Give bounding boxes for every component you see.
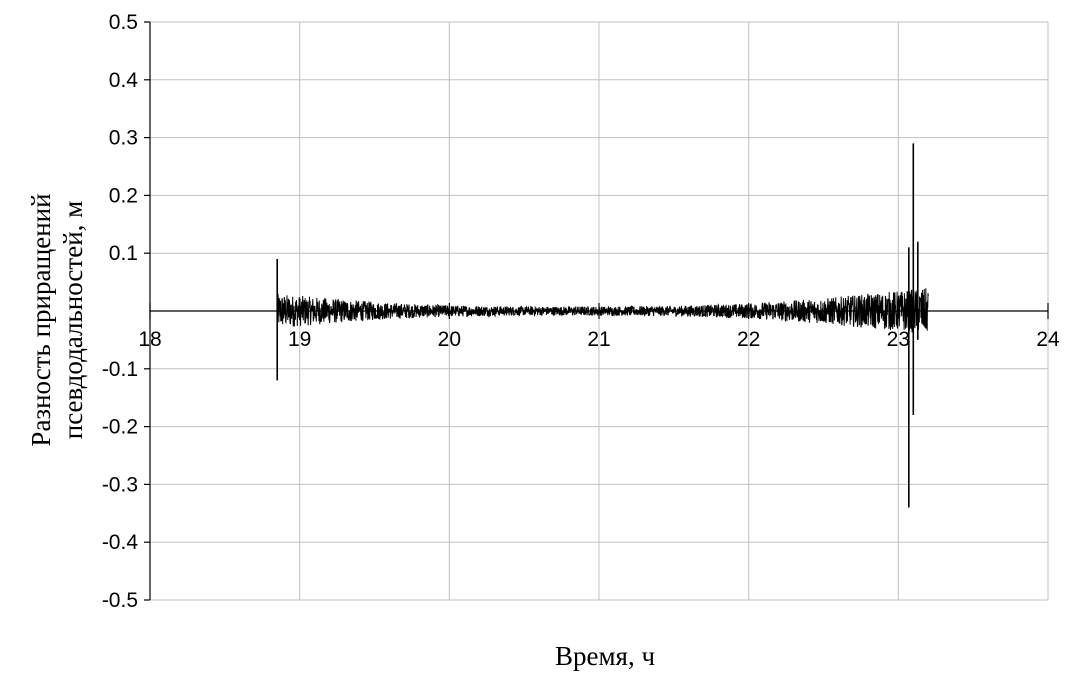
y-tick-label: 0.2 — [109, 184, 138, 207]
series-line — [276, 288, 929, 333]
y-tick-label: -0.4 — [102, 531, 139, 554]
y-tick-label: 0.4 — [109, 69, 139, 92]
y-tick-label: -0.2 — [102, 416, 138, 439]
x-tick-label: 23 — [887, 328, 910, 351]
y-tick-label: 0.5 — [109, 11, 138, 34]
y-axis-title-line-2: псевдодальностей, м — [58, 201, 88, 439]
x-axis-title: Время, ч — [555, 641, 655, 671]
x-tick-labels: 18 19 20 21 22 23 24 — [138, 328, 1060, 351]
y-tick-label: 0.1 — [109, 242, 138, 265]
x-tick-label: 18 — [138, 328, 161, 351]
x-tick-label: 24 — [1036, 328, 1060, 351]
y-tick-label: -0.3 — [102, 473, 138, 496]
y-tick-label: -0.1 — [102, 358, 138, 381]
y-tick-label: 0.3 — [109, 127, 138, 150]
y-tick-labels: 0.5 0.4 0.3 0.2 0.1 -0.1 -0.2 -0.3 -0.4 -0.5 — [102, 11, 139, 612]
x-tick-label: 22 — [737, 328, 760, 351]
x-tick-label: 21 — [587, 328, 610, 351]
data-series — [276, 143, 929, 508]
x-tick-label: 19 — [288, 328, 311, 351]
y-tick-label: -0.5 — [102, 589, 138, 612]
y-axis-title-line-1: Разность приращений — [26, 193, 56, 446]
x-tick-label: 20 — [438, 328, 461, 351]
